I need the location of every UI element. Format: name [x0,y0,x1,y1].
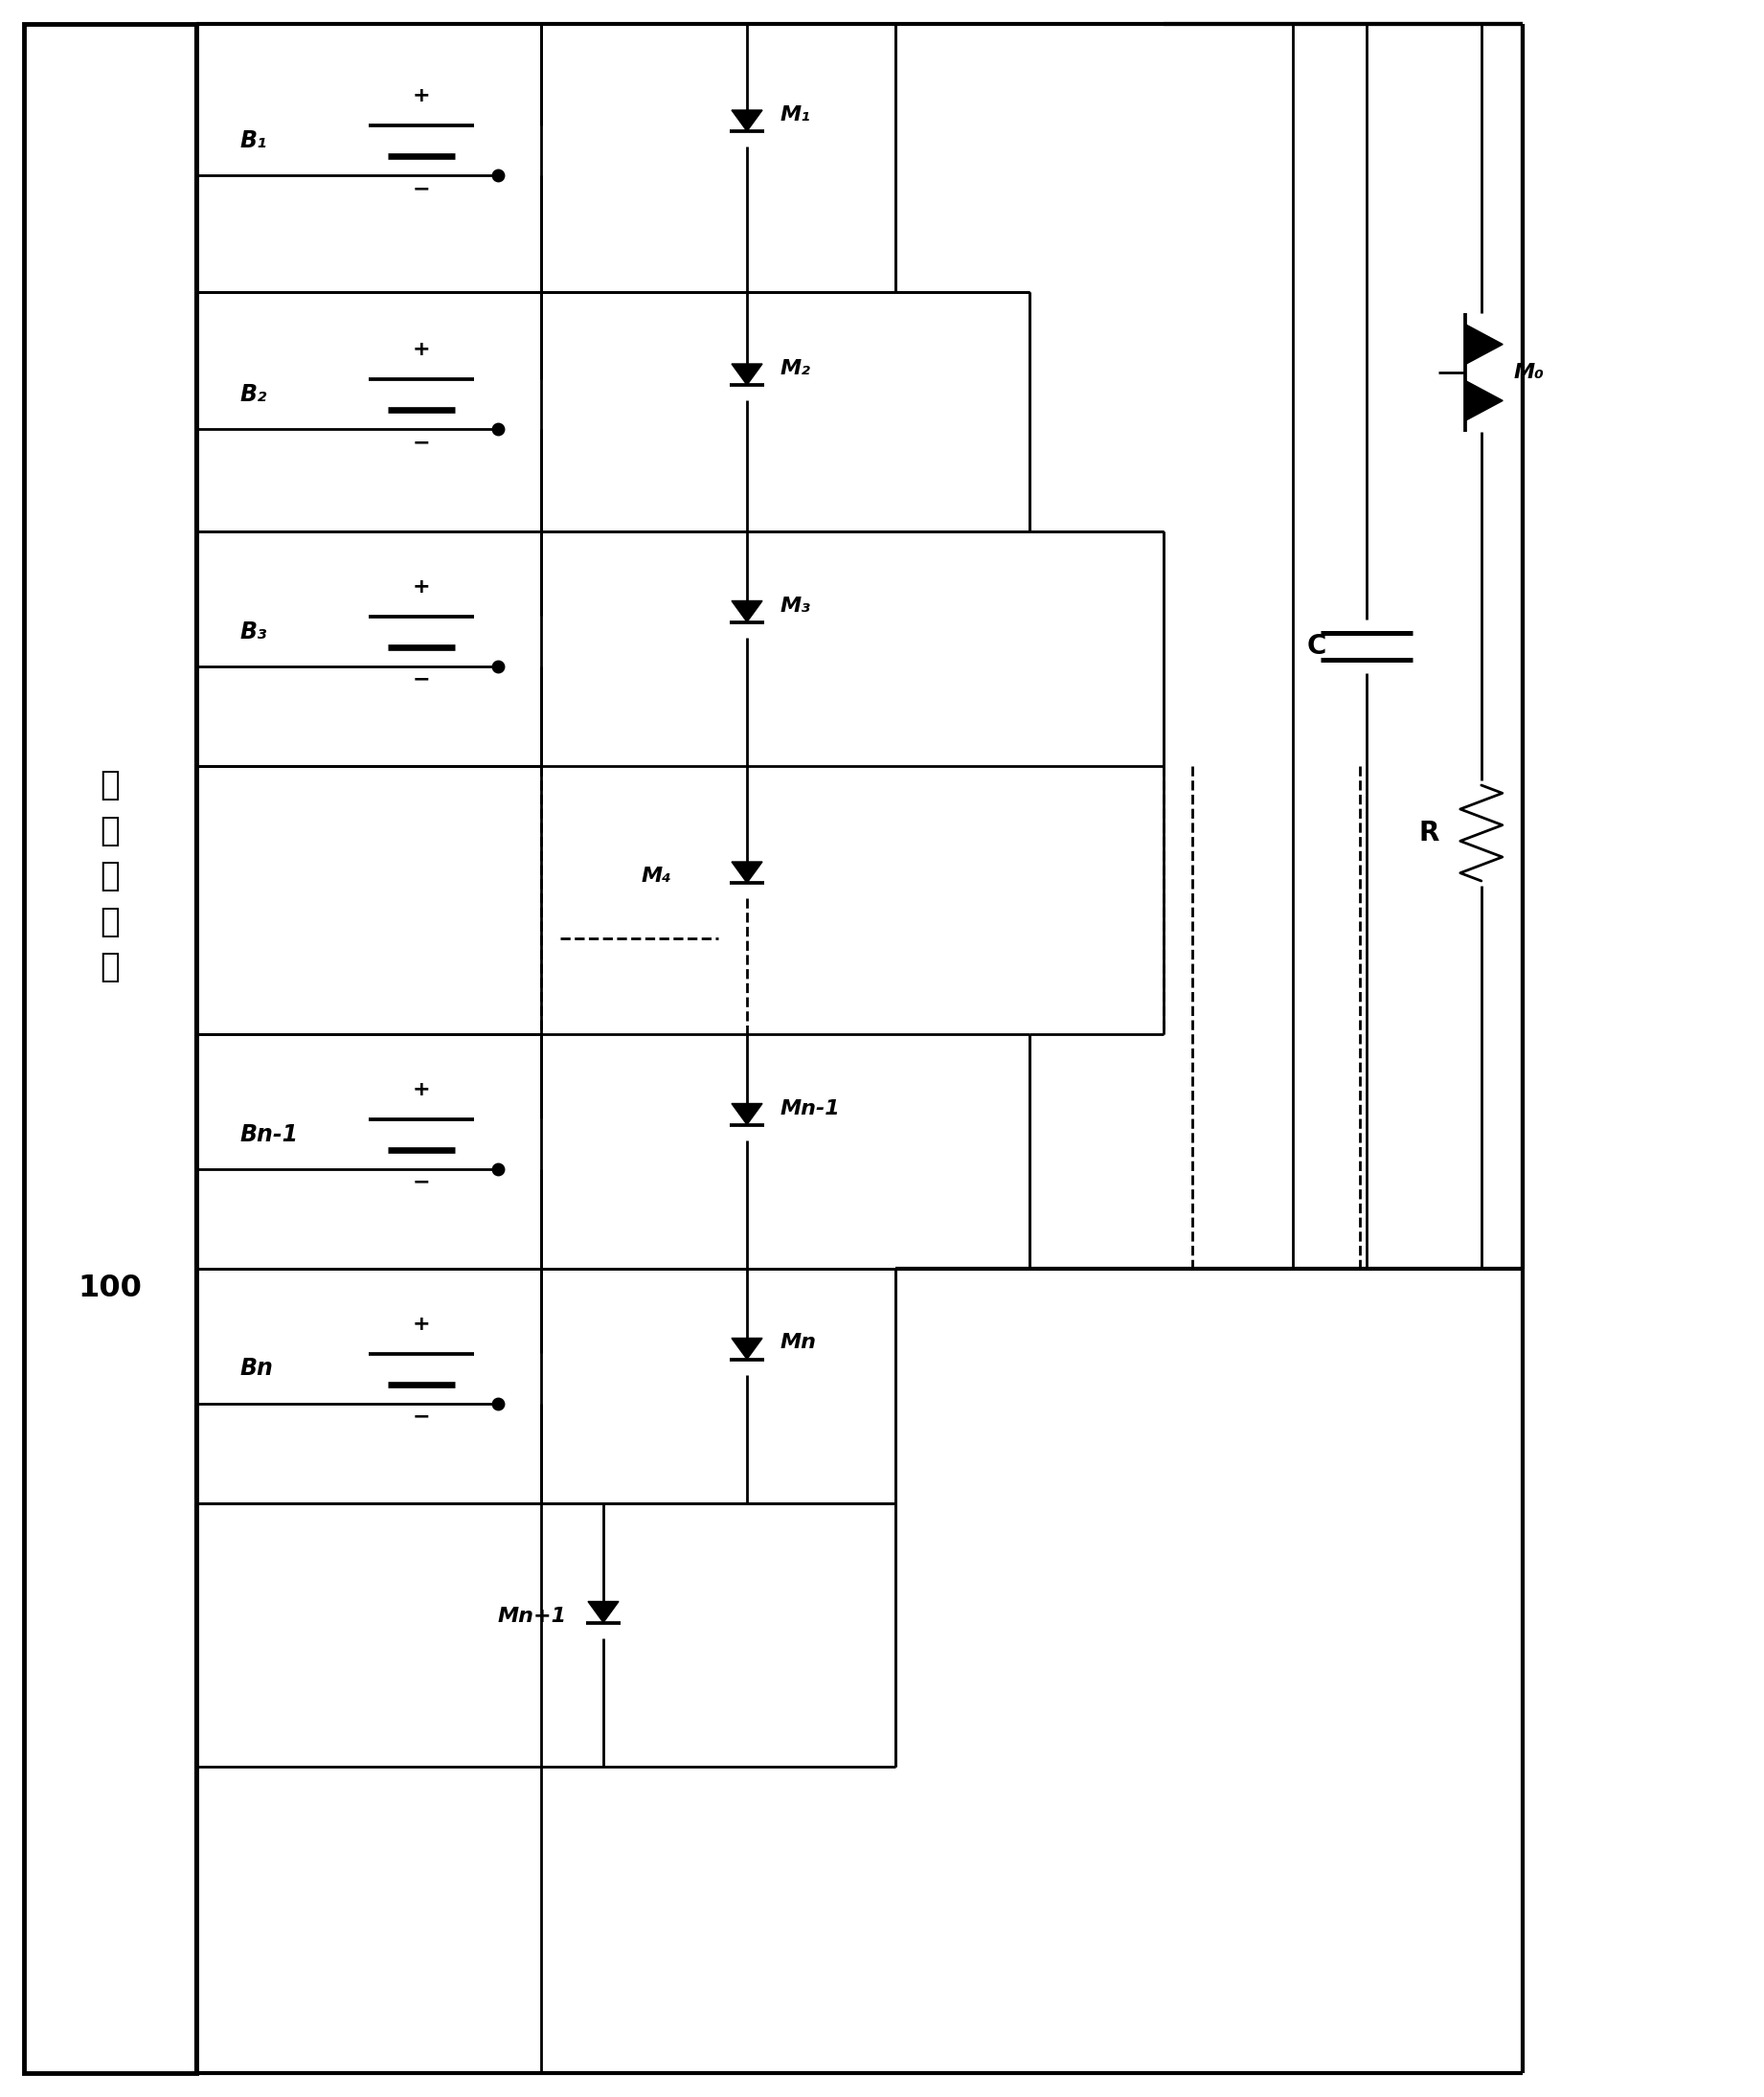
Text: +: + [413,86,430,105]
Polygon shape [1466,325,1503,365]
Polygon shape [732,1338,762,1359]
Text: B₃: B₃ [240,621,266,644]
Text: Mn: Mn [780,1334,817,1353]
Polygon shape [732,862,762,883]
Polygon shape [587,1602,619,1623]
Text: 均
衡
控
制
器: 均 衡 控 制 器 [101,770,120,983]
Polygon shape [732,111,762,132]
Polygon shape [732,365,762,386]
Polygon shape [732,1103,762,1124]
Polygon shape [1466,380,1503,421]
Polygon shape [732,602,762,623]
Text: B₂: B₂ [240,384,266,407]
Text: M₂: M₂ [780,359,811,377]
Text: −: − [413,178,430,199]
Text: Mn-1: Mn-1 [780,1099,841,1118]
Text: Mn+1: Mn+1 [497,1606,566,1625]
Text: Bn-1: Bn-1 [240,1122,298,1145]
Text: +: + [413,340,430,359]
Text: −: − [413,1172,430,1191]
Text: C: C [1307,633,1327,661]
Text: B₁: B₁ [240,130,266,153]
Text: M₁: M₁ [780,105,811,124]
Text: R: R [1418,820,1439,847]
Text: Bn: Bn [240,1357,273,1380]
Text: 100: 100 [78,1273,143,1302]
Text: +: + [413,577,430,596]
Text: −: − [413,669,430,690]
Text: +: + [413,1080,430,1099]
Text: +: + [413,1315,430,1334]
Text: M₀: M₀ [1514,363,1544,382]
Text: M₄: M₄ [642,866,672,885]
Text: −: − [413,432,430,453]
Bar [25,23,196,2074]
Text: −: − [413,1407,430,1426]
Text: M₃: M₃ [780,596,811,614]
